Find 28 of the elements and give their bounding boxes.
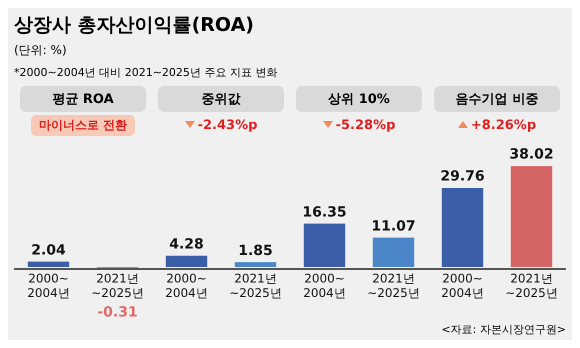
text: (단위: %) [14,42,68,59]
x-tick-label: 2021년 ~2025년 [367,272,420,300]
text: *2000~2004년 대비 2021~2025년 주요 지표 변화 [14,65,278,80]
data-label: 16.35 [302,204,347,220]
data-label: 4.28 [169,236,204,252]
chart-title: 평균 ROA [20,86,146,112]
data-label: 2.04 [31,242,66,258]
text: 상장사 총자산이익률(ROA) [14,13,255,38]
x-tick-label: 2021년 ~2025년 [229,272,282,300]
chart-title: 음수기업 비중 [434,86,560,112]
text: -2.43%p [196,118,258,132]
text: -5.28%p [334,118,396,132]
text: 마이너스로 전환 [30,114,136,136]
text: +8.26%p [470,118,536,132]
data-label: 1.85 [238,242,273,259]
chart-title: 중위값 [158,86,284,112]
text: <자료: 자본시장연구원> [440,322,566,337]
x-tick-label: 2021년 ~2025년 [505,272,558,300]
data-label: 38.02 [509,146,554,163]
x-tick-label: 2000~ 2004년 [441,272,484,300]
x-tick-label: 2021년 ~2025년 [91,272,144,300]
chart-title: 상위 10% [296,86,422,112]
data-label: -0.31 [97,304,138,321]
data-label: 29.76 [440,168,485,185]
x-tick-label: 2000~ 2004년 [165,272,208,300]
x-tick-label: 2000~ 2004년 [27,272,70,300]
x-tick-label: 2000~ 2004년 [303,272,346,300]
data-label: 11.07 [371,218,416,234]
